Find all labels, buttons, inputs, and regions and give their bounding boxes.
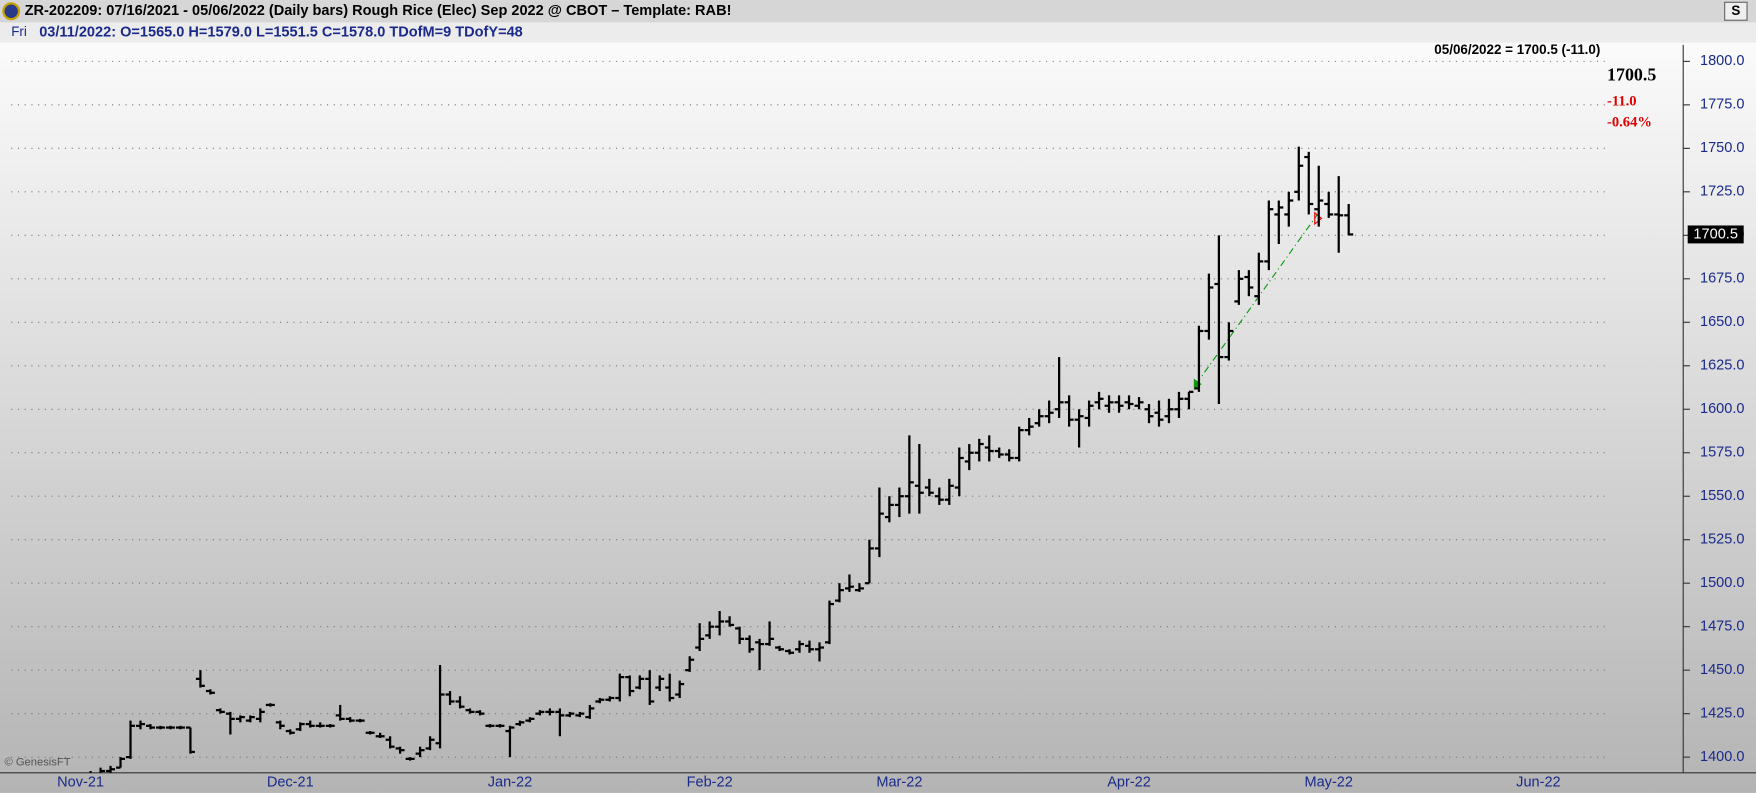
y-tick-label: 1625.0 [1700,358,1744,374]
x-tick-label: May-22 [1304,775,1353,791]
y-tick-label: 1725.0 [1700,184,1744,200]
x-tick-label: Dec-21 [267,775,314,791]
title-bar [0,0,1756,23]
x-tick-label: Jun-22 [1516,775,1560,791]
y-tick-label: 1750.0 [1700,140,1744,156]
window-title: ZR-202209: 07/16/2021 - 05/06/2022 (Dail… [25,3,732,19]
trend-start [1193,378,1202,390]
price-tag [1687,225,1744,244]
price-tag-label: 1700.5 [1693,226,1738,242]
x-tick-label: Jan-22 [488,775,532,791]
y-tick-label: 1525.0 [1700,532,1744,548]
x-tick-label: Apr-22 [1107,775,1151,791]
change-pct: -0.64% [1607,115,1652,131]
change: -11.0 [1607,93,1637,109]
y-tick-label: 1550.0 [1700,488,1744,504]
y-tick-label: 1425.0 [1700,705,1744,721]
app-icon [2,2,21,21]
y-tick-label: 1450.0 [1700,662,1744,678]
y-tick-label: 1500.0 [1700,575,1744,591]
y-tick-label: 1475.0 [1700,619,1744,635]
y-tick-label: 1650.0 [1700,314,1744,330]
x-tick-label: Feb-22 [687,775,733,791]
y-tick-label: 1575.0 [1700,445,1744,461]
y-tick-label: 1400.0 [1700,749,1744,765]
s-button[interactable] [1724,1,1748,21]
y-tick-label: 1800.0 [1700,53,1744,69]
x-tick-label: Nov-21 [57,775,104,791]
y-tick-label: 1675.0 [1700,271,1744,287]
trend-line [1195,214,1318,385]
quote-line: 03/11/2022: O=1565.0 H=1579.0 L=1551.5 C… [39,24,523,40]
quote-bar [0,22,1756,43]
y-tick-label: 1775.0 [1700,97,1744,113]
bars [11,60,1608,773]
s-button-label[interactable]: S [1731,3,1740,18]
last-quote: 05/06/2022 = 1700.5 (-11.0) [1434,42,1600,57]
quote-day: Fri [11,24,27,39]
x-tick-label: Mar-22 [876,775,922,791]
last-price: 1700.5 [1607,64,1656,84]
credit: © GenesisFT [4,757,70,769]
y-tick-label: 1600.0 [1700,401,1744,417]
